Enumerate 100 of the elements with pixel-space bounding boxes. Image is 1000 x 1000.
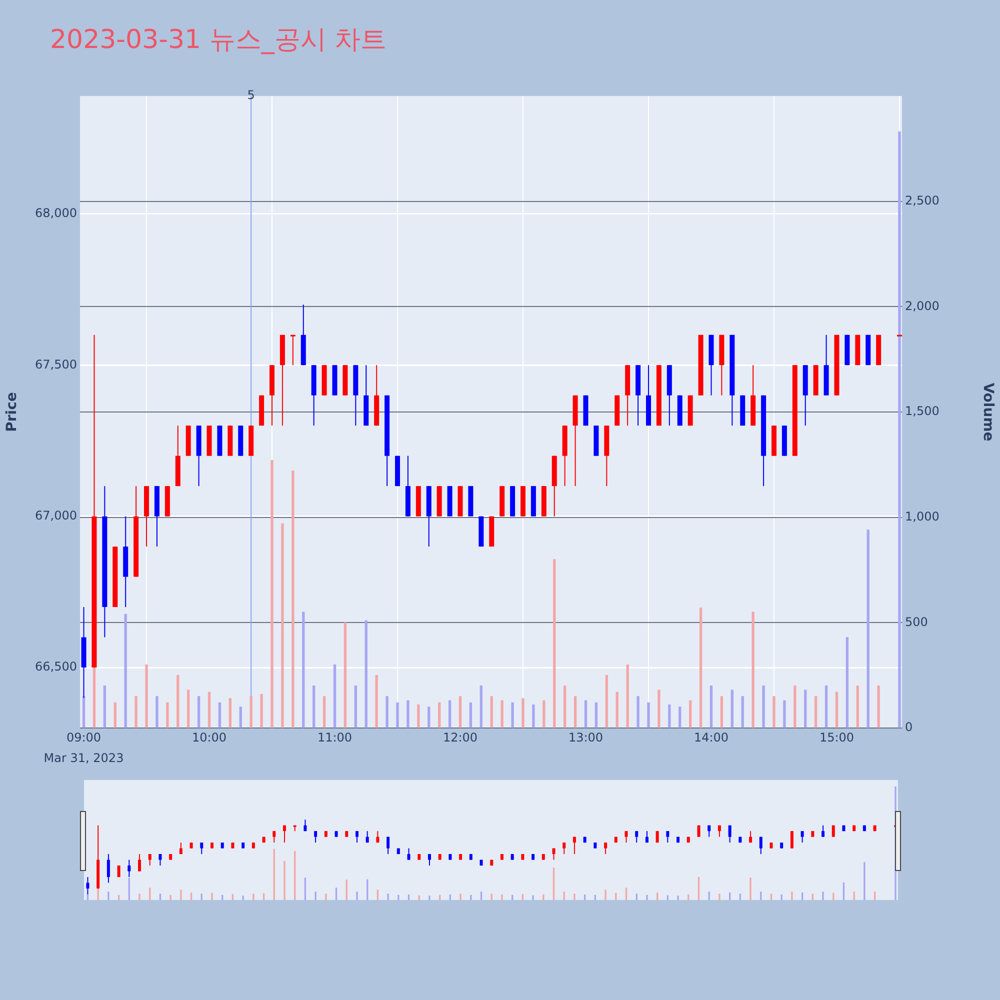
bar	[584, 700, 588, 728]
y-tick-label: 66,500	[35, 660, 77, 674]
x-tick-label: 15:00	[819, 730, 854, 744]
y-tick-label: 67,000	[35, 508, 77, 522]
bar	[197, 696, 200, 728]
y2-tick-label: 2,500	[905, 193, 940, 208]
bar	[835, 692, 838, 728]
bar	[417, 704, 420, 728]
bar	[574, 696, 577, 728]
y2-tick-label: 1,500	[905, 404, 940, 418]
bar	[846, 637, 849, 728]
text: Mar 31, 2023	[44, 751, 124, 765]
bar	[762, 686, 765, 728]
bar	[208, 692, 211, 728]
bar	[553, 559, 556, 728]
bar	[741, 696, 744, 728]
bar	[250, 696, 252, 728]
bar	[270, 460, 274, 728]
bar	[647, 702, 650, 728]
bar	[333, 664, 336, 728]
x-tick-label: 09:00	[66, 730, 102, 744]
x-tick-label: 11:00	[317, 730, 352, 744]
bar	[406, 700, 410, 728]
y-tick-label: 68,000	[35, 206, 77, 220]
bar	[469, 702, 472, 728]
bar	[312, 686, 316, 728]
bar	[668, 704, 671, 728]
bar	[354, 686, 358, 728]
bar	[375, 675, 378, 728]
annotation: 5	[247, 88, 255, 102]
bar	[302, 612, 305, 728]
bar	[124, 614, 127, 728]
bar	[228, 698, 232, 728]
y-tick-label: 67,500	[35, 357, 77, 372]
chart-title: 2023-03-31 뉴스_공시 차트	[50, 24, 387, 57]
bar	[490, 696, 493, 728]
bar	[239, 706, 242, 728]
bar	[260, 694, 263, 728]
candlestick	[290, 334, 296, 366]
bar	[856, 686, 859, 728]
bar	[542, 700, 546, 728]
bar	[783, 700, 786, 728]
y2-tick-label: 1,000	[905, 509, 940, 524]
bar	[428, 706, 430, 728]
bar	[804, 690, 807, 728]
bar	[134, 696, 138, 728]
bar	[720, 696, 724, 728]
bar	[710, 686, 713, 728]
bar	[898, 131, 901, 728]
bar	[688, 700, 692, 728]
x-tick-label: 13:00	[568, 730, 604, 744]
bar	[877, 686, 880, 728]
x-tick-label: 10:00	[192, 730, 227, 744]
y2-tick-label: 0	[905, 720, 913, 734]
bar	[344, 622, 347, 728]
bar	[678, 706, 682, 728]
bar	[187, 690, 190, 728]
bar	[438, 702, 441, 728]
bar	[699, 608, 702, 728]
y-axis-title: Price	[4, 392, 20, 432]
bar	[103, 686, 106, 728]
x-tick-label: 12:00	[442, 730, 478, 744]
bar	[594, 702, 598, 728]
bar	[322, 696, 326, 728]
bar	[458, 696, 462, 728]
bar	[480, 686, 483, 728]
x-tick-label: 14:00	[694, 730, 729, 744]
bar	[82, 696, 86, 728]
bar	[772, 696, 776, 728]
bar	[824, 686, 828, 728]
bar	[114, 702, 116, 728]
bar	[292, 470, 294, 728]
bar	[396, 702, 399, 728]
bar	[448, 700, 452, 728]
bar	[814, 696, 818, 728]
bar	[794, 686, 796, 728]
bar	[500, 700, 504, 728]
bar	[730, 690, 734, 728]
bar	[156, 696, 158, 728]
bar	[364, 620, 368, 728]
bar	[752, 612, 754, 728]
bar	[605, 675, 608, 728]
bar	[626, 664, 629, 728]
bar	[281, 523, 284, 728]
bar	[218, 702, 222, 728]
bar	[176, 675, 180, 728]
bar	[564, 686, 566, 728]
bar	[616, 692, 618, 728]
bar	[636, 696, 640, 728]
y2-tick-label: 500	[905, 614, 928, 629]
bar	[532, 704, 535, 728]
bar	[511, 702, 514, 728]
y2-axis-title: Volume	[980, 382, 996, 442]
bar	[145, 664, 148, 728]
bar	[658, 690, 660, 728]
bar	[386, 696, 388, 728]
bar	[866, 530, 870, 728]
bar	[522, 698, 524, 728]
bar	[166, 702, 169, 728]
y2-tick-label: 2,000	[905, 298, 940, 313]
